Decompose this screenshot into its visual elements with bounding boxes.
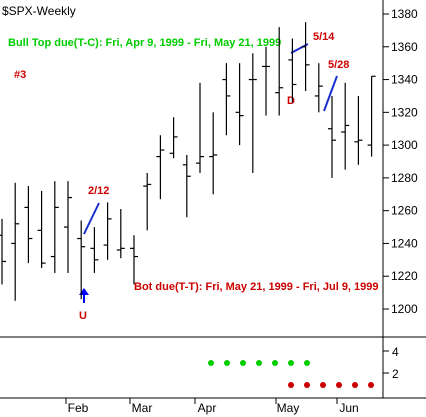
pointer-line-feb12 xyxy=(83,202,100,235)
green-signal-dot xyxy=(256,360,262,366)
red-signal-dot xyxy=(336,382,342,388)
date-label-may14: 5/14 xyxy=(313,31,335,43)
green-signal-dot xyxy=(240,360,246,366)
ohlc-bar xyxy=(143,172,152,231)
chart-title: $SPX-Weekly xyxy=(2,4,76,18)
ohlc-bar xyxy=(50,181,59,273)
y-tick-label: 1340 xyxy=(391,73,418,87)
ohlc-bar xyxy=(367,75,376,157)
y-tick-label: 1280 xyxy=(391,171,418,185)
date-label-may28: 5/28 xyxy=(328,59,349,71)
ohlc-bar xyxy=(196,82,204,173)
y-axis-ticks: 1200 1220 1240 1260 1280 1300 1320 1340 1360 1380 xyxy=(383,7,418,316)
bottom-due-annotation: Bot due(T-T): Fri, May 21, 1999 - Fri, J… xyxy=(134,281,379,293)
ohlc-bar xyxy=(77,220,86,300)
ohlc-bar xyxy=(328,95,336,178)
y-tick-label: 1200 xyxy=(391,302,418,316)
ohlc-bar xyxy=(248,53,257,173)
indicator-tick-label: 2 xyxy=(392,367,399,381)
ohlc-bar xyxy=(11,182,20,301)
green-signal-dot xyxy=(208,360,214,366)
down-marker: D xyxy=(287,95,295,107)
ohlc-bar xyxy=(24,186,33,264)
ohlc-bar xyxy=(37,191,46,269)
ohlc-bar xyxy=(64,181,72,273)
ohlc-bar xyxy=(0,218,6,285)
y-tick-label: 1320 xyxy=(391,105,418,119)
bull-top-annotation: Bull Top due(T-C): Fri, Apr 9, 1999 - Fr… xyxy=(8,37,281,49)
wave-label: #3 xyxy=(14,69,26,81)
indicator-dots xyxy=(208,360,374,388)
y-tick-label: 1360 xyxy=(391,40,418,54)
x-tick-label: Apr xyxy=(198,401,217,415)
ohlc-bar xyxy=(90,227,99,273)
y-tick-label: 1260 xyxy=(391,204,418,218)
ohlc-bar xyxy=(156,135,165,200)
red-signal-dot xyxy=(288,382,294,388)
pointer-line-may28 xyxy=(323,75,338,112)
ohlc-bar xyxy=(116,209,125,259)
x-tick-label: Jun xyxy=(339,401,358,415)
ohlc-bar xyxy=(275,27,284,116)
y-tick-label: 1240 xyxy=(391,236,418,250)
indicator-axis-ticks: 4 2 xyxy=(383,345,399,381)
y-tick-label: 1220 xyxy=(391,269,418,283)
ohlc-bar xyxy=(235,63,244,146)
ohlc-bar xyxy=(341,82,350,170)
x-tick-label: Mar xyxy=(132,401,153,415)
x-axis-ticks: Feb Mar Apr May Jun xyxy=(65,398,359,415)
ohlc-bar xyxy=(182,154,191,218)
y-tick-label: 1300 xyxy=(391,138,418,152)
ohlc-bar xyxy=(222,63,231,136)
ohlc-bar xyxy=(209,112,218,195)
x-tick-label: May xyxy=(277,401,300,415)
date-label-feb12: 2/12 xyxy=(88,185,109,197)
red-signal-dot xyxy=(352,382,358,388)
ohlc-bar xyxy=(103,202,112,260)
red-signal-dot xyxy=(368,382,374,388)
ohlc-bar xyxy=(288,38,297,103)
red-signal-dot xyxy=(304,382,310,388)
red-signal-dot xyxy=(320,382,326,388)
green-signal-dot xyxy=(272,360,278,366)
ohlc-bar xyxy=(262,46,270,116)
ohlc-bars xyxy=(0,22,376,301)
y-tick-label: 1380 xyxy=(391,7,418,21)
ohlc-bar xyxy=(314,63,323,113)
ohlc-bar xyxy=(169,117,178,159)
ohlc-bar xyxy=(301,22,310,92)
ohlc-bar xyxy=(130,235,138,285)
green-signal-dot xyxy=(288,360,294,366)
green-signal-dot xyxy=(304,360,310,366)
green-signal-dot xyxy=(224,360,230,366)
up-marker: U xyxy=(79,310,87,322)
ohlc-bar xyxy=(354,95,363,165)
x-tick-label: Feb xyxy=(68,401,89,415)
indicator-tick-label: 4 xyxy=(392,345,399,359)
